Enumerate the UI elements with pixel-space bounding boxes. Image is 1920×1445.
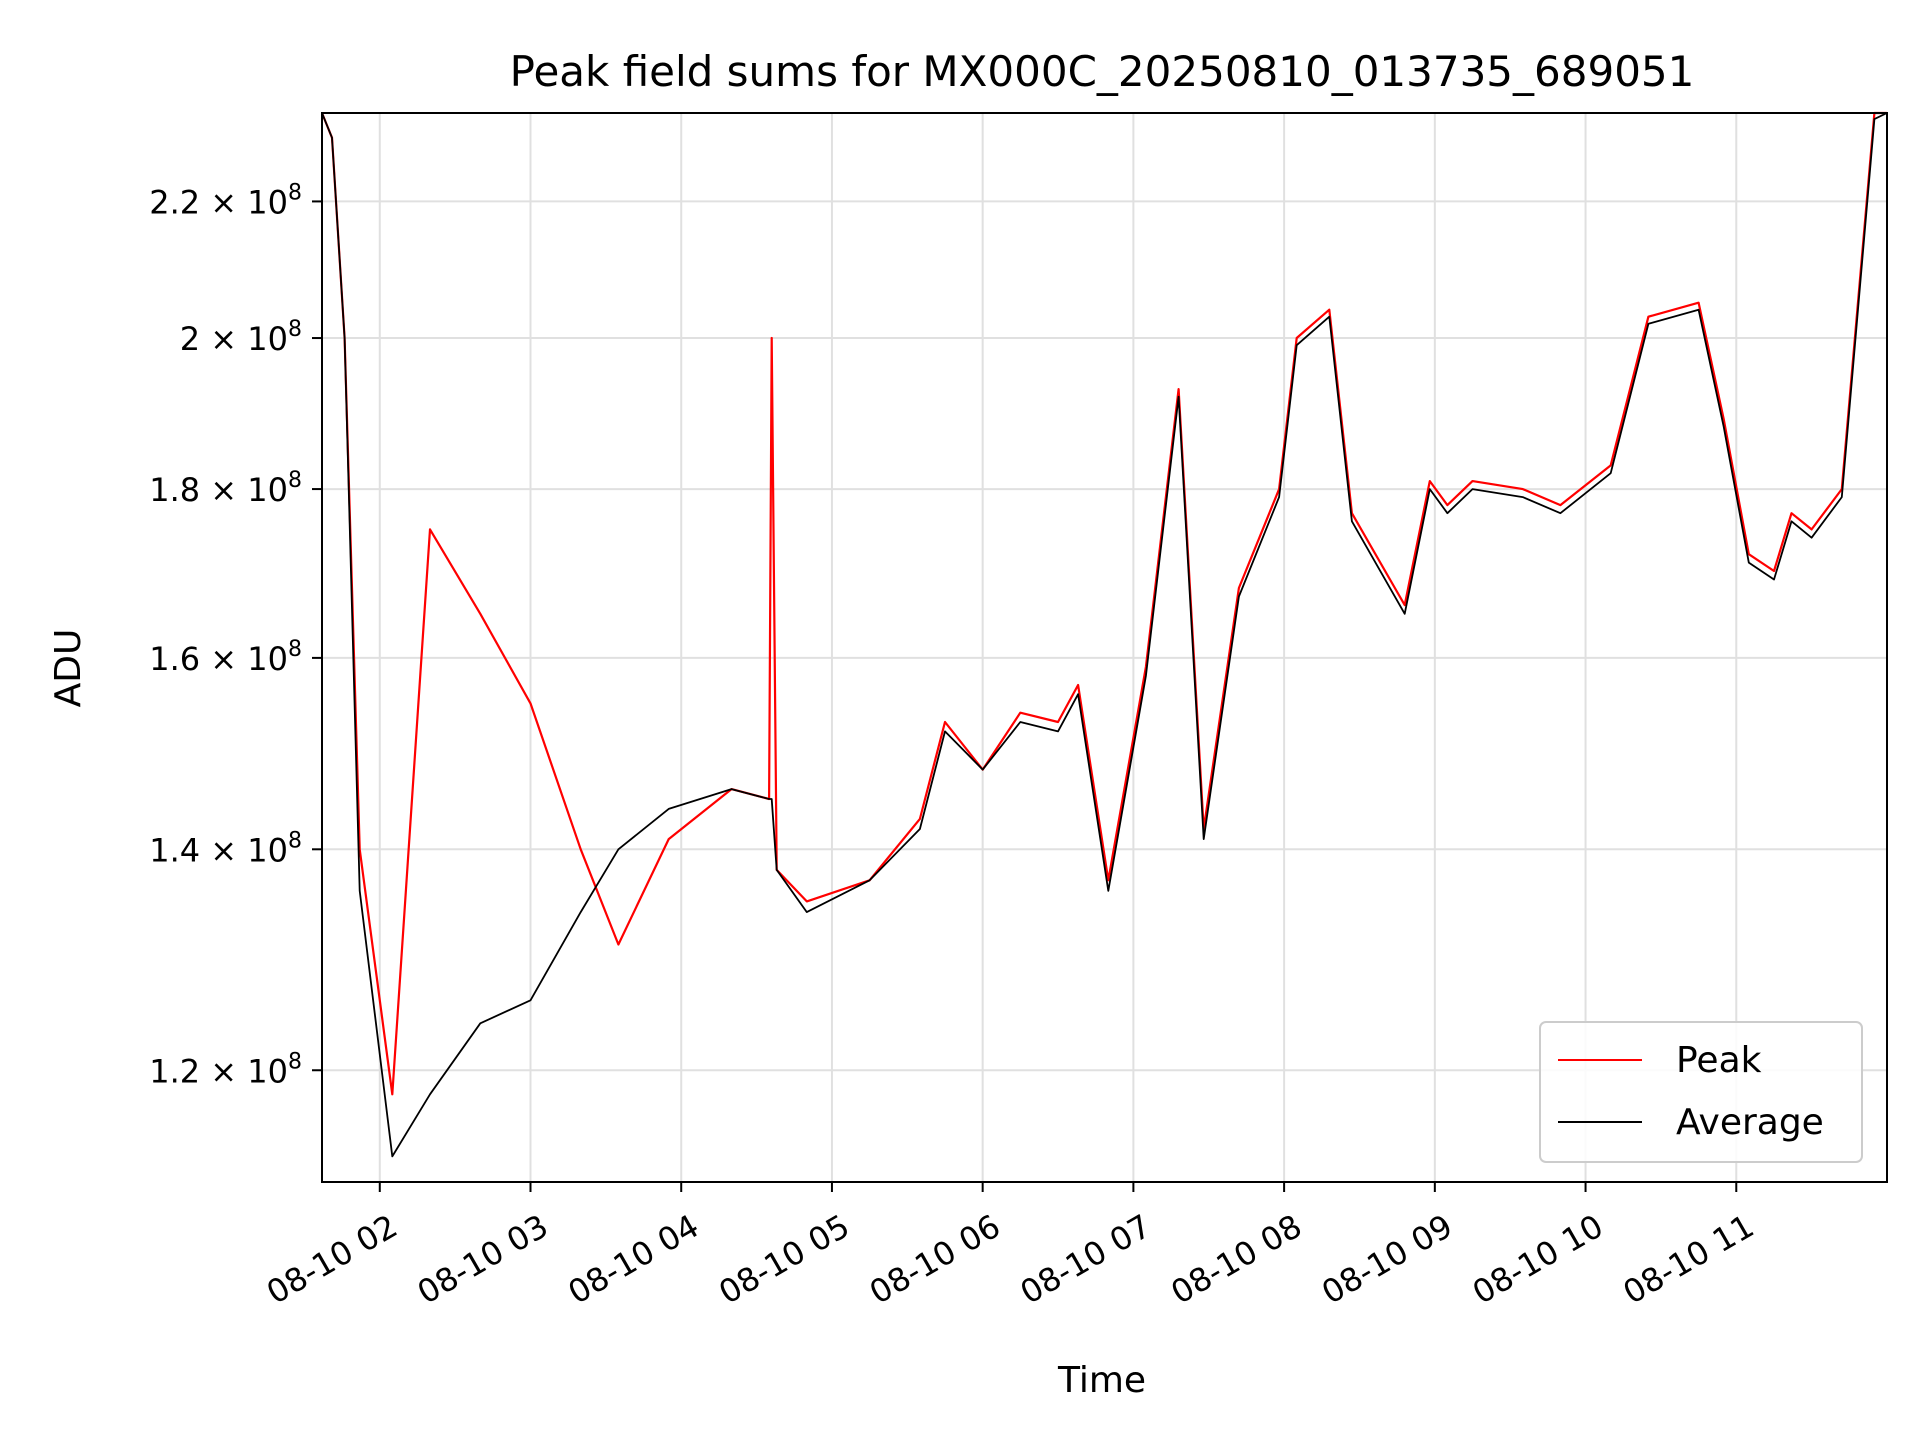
y-axis-label: ADU: [48, 629, 89, 708]
legend-box: [1539, 1021, 1863, 1163]
legend: Peak Average: [1539, 1021, 1863, 1163]
legend-label-average: Average: [1676, 1102, 1824, 1143]
y-tick-label: 2 × 108: [180, 317, 302, 358]
chart-title: Peak field sums for MX000C_20250810_0137…: [510, 47, 1695, 96]
x-gridlines: [378, 113, 1738, 1182]
y-tick-label: 1.2 × 108: [149, 1049, 302, 1090]
y-tick-label: 2.2 × 108: [149, 180, 302, 221]
y-axis-ticks: 1.2 × 108 1.4 × 108 1.6 × 108 1.8 × 108 2 × …: [149, 180, 322, 1090]
y-tick-label: 1.6 × 108: [149, 637, 302, 678]
series-layer: [320, 111, 1888, 1158]
series-line-peak: [320, 111, 1887, 1096]
x-axis-label: Time: [1057, 1360, 1146, 1401]
legend-label-peak: Peak: [1676, 1040, 1762, 1081]
y-tick-label: 1.8 × 108: [149, 468, 302, 509]
plot-area-frame: [321, 112, 1888, 1183]
y-tick-label: 1.4 × 108: [149, 828, 302, 869]
series-line-average: [321, 112, 1888, 1158]
